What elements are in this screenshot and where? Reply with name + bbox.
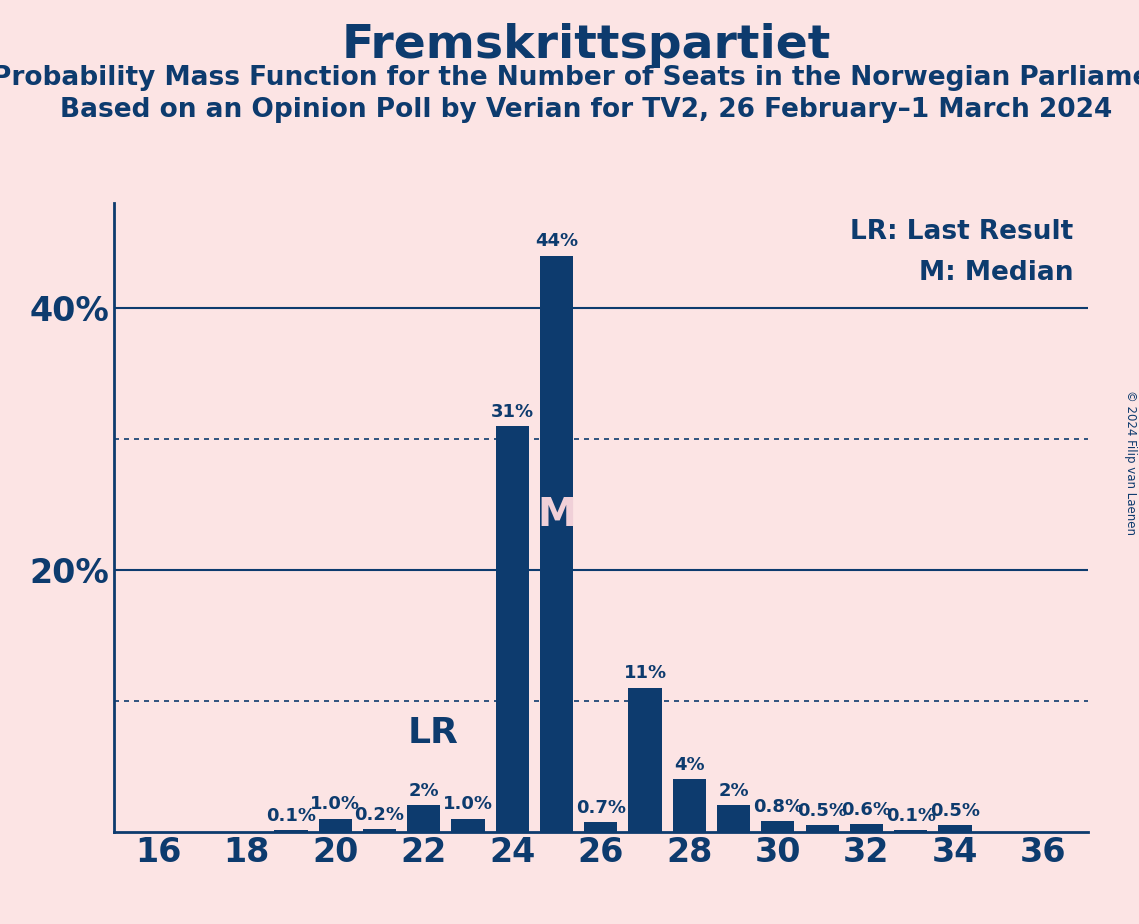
Bar: [407, 806, 441, 832]
Text: M: M: [538, 496, 576, 534]
Text: M: Median: M: Median: [919, 260, 1073, 286]
Bar: [673, 779, 706, 832]
Text: 4%: 4%: [674, 756, 705, 774]
Text: LR: Last Result: LR: Last Result: [850, 219, 1073, 245]
Text: Based on an Opinion Poll by Verian for TV2, 26 February–1 March 2024: Based on an Opinion Poll by Verian for T…: [60, 97, 1113, 123]
Bar: [451, 819, 484, 832]
Text: 1.0%: 1.0%: [310, 796, 360, 813]
Text: LR: LR: [407, 716, 458, 750]
Text: Probability Mass Function for the Number of Seats in the Norwegian Parliament: Probability Mass Function for the Number…: [0, 65, 1139, 91]
Text: 2%: 2%: [719, 783, 749, 800]
Bar: [718, 806, 751, 832]
Bar: [805, 825, 838, 832]
Text: 11%: 11%: [623, 664, 666, 682]
Text: 0.5%: 0.5%: [929, 802, 980, 820]
Text: 0.5%: 0.5%: [797, 802, 847, 820]
Text: 0.1%: 0.1%: [267, 807, 316, 825]
Text: 0.8%: 0.8%: [753, 798, 803, 816]
Bar: [363, 829, 396, 832]
Text: © 2024 Filip van Laenen: © 2024 Filip van Laenen: [1124, 390, 1137, 534]
Bar: [850, 824, 883, 832]
Bar: [274, 831, 308, 832]
Text: 0.6%: 0.6%: [842, 800, 892, 819]
Text: 2%: 2%: [409, 783, 439, 800]
Text: 0.7%: 0.7%: [576, 799, 625, 817]
Text: 0.1%: 0.1%: [886, 807, 935, 825]
Text: 1.0%: 1.0%: [443, 796, 493, 813]
Bar: [495, 426, 528, 832]
Bar: [319, 819, 352, 832]
Bar: [894, 831, 927, 832]
Bar: [584, 822, 617, 832]
Text: Fremskrittspartiet: Fremskrittspartiet: [342, 23, 831, 68]
Bar: [540, 256, 573, 832]
Bar: [939, 825, 972, 832]
Text: 0.2%: 0.2%: [354, 806, 404, 824]
Bar: [761, 821, 795, 832]
Bar: [629, 687, 662, 832]
Text: 31%: 31%: [491, 403, 534, 420]
Text: 44%: 44%: [535, 233, 579, 250]
